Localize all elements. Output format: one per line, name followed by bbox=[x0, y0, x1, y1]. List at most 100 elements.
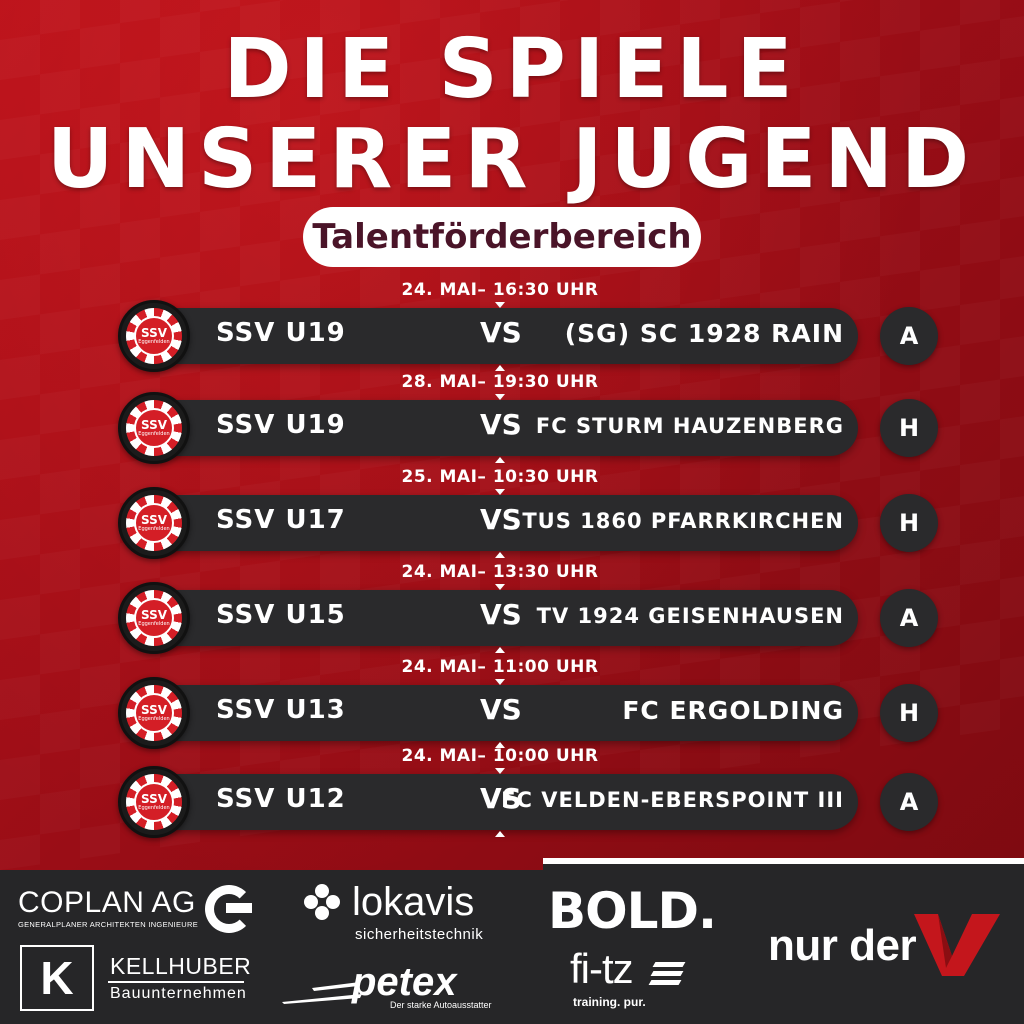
home-team: SSV U19 bbox=[216, 318, 346, 348]
match-row: 28. MAI– 19:30 UHR SSV Eggenfelden SSV U… bbox=[0, 372, 1024, 468]
versus-label: VS bbox=[480, 598, 522, 631]
match-bar bbox=[150, 495, 858, 551]
venue-badge: H bbox=[880, 684, 938, 742]
home-team: SSV U13 bbox=[216, 695, 346, 725]
club-logo-abbr: SSV bbox=[140, 417, 168, 432]
match-bar bbox=[150, 308, 858, 364]
kellhuber-mark: K bbox=[40, 952, 74, 1004]
venue-badge: H bbox=[880, 494, 938, 552]
match-row: 24. MAI– 11:00 UHR SSV Eggenfelden SSV U… bbox=[0, 657, 1024, 753]
fitz-stripes-icon bbox=[648, 960, 690, 990]
away-team: TV 1924 GEISENHAUSEN bbox=[536, 604, 844, 628]
sponsor-nurderv-name: nur der bbox=[768, 921, 917, 970]
club-logo: SSV Eggenfelden bbox=[118, 487, 190, 559]
club-logo: SSV Eggenfelden bbox=[118, 392, 190, 464]
versus-label: VS bbox=[480, 693, 522, 726]
pointer-up-icon bbox=[495, 552, 505, 558]
club-logo-center: SSV Eggenfelden bbox=[134, 598, 174, 638]
coplan-logo-icon bbox=[205, 885, 253, 933]
sponsor-kellhuber-sub: Bauunternehmen bbox=[110, 985, 247, 1002]
club-logo: SSV Eggenfelden bbox=[118, 300, 190, 372]
match-date: 24. MAI– 16:30 UHR bbox=[401, 280, 599, 300]
club-logo-town: Eggenfelden bbox=[138, 338, 170, 345]
versus-label: VS bbox=[480, 316, 522, 349]
club-logo-town: Eggenfelden bbox=[138, 525, 170, 532]
club-logo-abbr: SSV bbox=[140, 325, 168, 340]
match-row: 24. MAI– 13:30 UHR SSV Eggenfelden SSV U… bbox=[0, 562, 1024, 658]
away-team: FC VELDEN-EBERSPOINT III bbox=[501, 788, 844, 812]
pointer-down-icon bbox=[495, 489, 505, 495]
lokavis-logo-icon bbox=[304, 884, 340, 920]
venue-badge: A bbox=[880, 589, 938, 647]
match-date: 24. MAI– 10:00 UHR bbox=[401, 746, 599, 766]
nurderv-logo-icon bbox=[914, 914, 1000, 976]
home-team: SSV U19 bbox=[216, 410, 346, 440]
match-date: 25. MAI– 10:30 UHR bbox=[401, 467, 599, 487]
club-logo-center: SSV Eggenfelden bbox=[134, 503, 174, 543]
petex-swoosh-icon bbox=[282, 982, 362, 1004]
title-line-2: UNSERER JUGEND bbox=[46, 112, 978, 207]
sponsor-petex-name: petex bbox=[352, 960, 457, 1004]
club-logo-abbr: SSV bbox=[140, 607, 168, 622]
match-date: 24. MAI– 11:00 UHR bbox=[401, 657, 599, 677]
sponsor-fitz-name: fi-tz bbox=[570, 945, 634, 992]
versus-label: VS bbox=[480, 503, 522, 536]
coplan-logo-bar bbox=[226, 903, 252, 913]
venue-badge: A bbox=[880, 307, 938, 365]
kellhuber-logo-icon: K bbox=[20, 945, 94, 1011]
club-logo-center: SSV Eggenfelden bbox=[134, 316, 174, 356]
home-team: SSV U12 bbox=[216, 784, 346, 814]
club-logo-town: Eggenfelden bbox=[138, 430, 170, 437]
pointer-up-icon bbox=[495, 742, 505, 748]
match-bar bbox=[150, 400, 858, 456]
club-logo: SSV Eggenfelden bbox=[118, 766, 190, 838]
sponsor-footer bbox=[0, 870, 1024, 1024]
club-logo: SSV Eggenfelden bbox=[118, 677, 190, 749]
sponsor-coplan-sub: GENERALPLANER ARCHITEKTEN INGENIEURE bbox=[18, 920, 199, 929]
match-date: 24. MAI– 13:30 UHR bbox=[401, 562, 599, 582]
club-logo-center: SSV Eggenfelden bbox=[134, 782, 174, 822]
title-line-1: DIE SPIELE bbox=[223, 22, 801, 117]
match-bar bbox=[150, 590, 858, 646]
away-team: FC STURM HAUZENBERG bbox=[535, 414, 844, 438]
match-row: 25. MAI– 10:30 UHR SSV Eggenfelden SSV U… bbox=[0, 467, 1024, 563]
sponsor-kellhuber-name: KELLHUBER bbox=[110, 953, 252, 979]
category-badge: Talentförderbereich bbox=[303, 207, 701, 267]
match-row: 24. MAI– 16:30 UHR SSV Eggenfelden SSV U… bbox=[0, 280, 1024, 376]
club-logo-town: Eggenfelden bbox=[138, 804, 170, 811]
club-logo-abbr: SSV bbox=[140, 791, 168, 806]
footer-accent-shade bbox=[543, 864, 1024, 870]
pointer-down-icon bbox=[495, 584, 505, 590]
match-row: 24. MAI– 10:00 UHR SSV Eggenfelden SSV U… bbox=[0, 746, 1024, 842]
pointer-down-icon bbox=[495, 302, 505, 308]
versus-label: VS bbox=[480, 782, 522, 815]
club-logo-abbr: SSV bbox=[140, 702, 168, 717]
sponsor-fitz-sub: training. pur. bbox=[573, 995, 646, 1009]
sponsor-lokavis-name: lokavis bbox=[352, 880, 475, 924]
pointer-up-icon bbox=[495, 647, 505, 653]
pointer-up-icon bbox=[495, 365, 505, 371]
club-logo-abbr: SSV bbox=[140, 512, 168, 527]
versus-label: VS bbox=[480, 408, 522, 441]
club-logo-center: SSV Eggenfelden bbox=[134, 693, 174, 733]
club-logo-town: Eggenfelden bbox=[138, 715, 170, 722]
kellhuber-divider bbox=[108, 981, 244, 983]
match-date: 28. MAI– 19:30 UHR bbox=[401, 372, 599, 392]
sponsor-bold-name: BOLD. bbox=[548, 882, 717, 940]
venue-badge: H bbox=[880, 399, 938, 457]
venue-badge: A bbox=[880, 773, 938, 831]
away-team: TUS 1860 PFARRKIRCHEN bbox=[522, 509, 844, 533]
pointer-down-icon bbox=[495, 679, 505, 685]
pointer-down-icon bbox=[495, 768, 505, 774]
match-bar bbox=[150, 774, 858, 830]
club-logo-town: Eggenfelden bbox=[138, 620, 170, 627]
away-team: (SG) SC 1928 RAIN bbox=[564, 319, 844, 348]
home-team: SSV U17 bbox=[216, 505, 346, 535]
club-logo-center: SSV Eggenfelden bbox=[134, 408, 174, 448]
sponsor-coplan-name: COPLAN AG bbox=[18, 886, 196, 919]
away-team: FC ERGOLDING bbox=[622, 696, 844, 725]
sponsor-lokavis-sub: sicherheitstechnik bbox=[355, 926, 484, 943]
pointer-up-icon bbox=[495, 457, 505, 463]
match-bar bbox=[150, 685, 858, 741]
pointer-down-icon bbox=[495, 394, 505, 400]
